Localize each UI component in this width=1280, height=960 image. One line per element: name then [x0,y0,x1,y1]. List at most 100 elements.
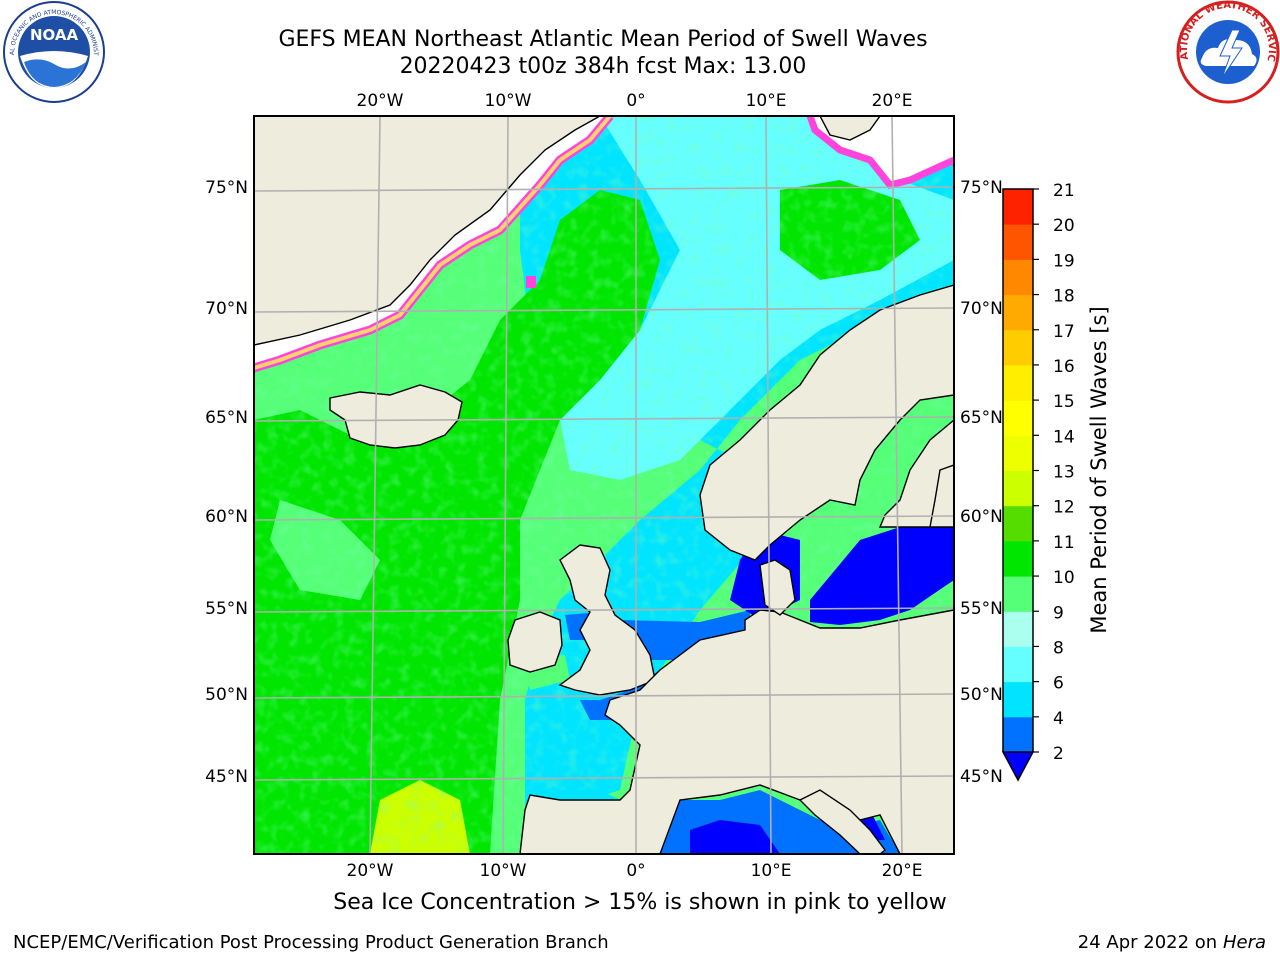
iceland [329,384,463,449]
longitude-label: 20°W [347,861,394,881]
colorbar-segment [1003,364,1033,401]
noaa-logo-text: NOAA [30,26,79,44]
parallel-line [254,416,954,422]
sea-ice-fleck [526,276,536,288]
footer-machine: Hera [1222,932,1266,953]
parallel-line [254,186,954,192]
longitude-label: 10°E [746,91,787,111]
map-frame [253,115,955,855]
nws-logo: NATIONAL WEATHER SERVICE [1176,0,1280,104]
longitude-label: 10°E [751,861,792,881]
great-britain [558,544,656,696]
colorbar-segment [1003,329,1033,366]
latitude-label: 65°N [205,408,248,428]
colorbar-tick-label: 10 [1053,568,1075,588]
colorbar-tick-label: 6 [1053,674,1064,694]
footer-date-text: 24 Apr 2022 on [1077,932,1223,953]
colorbar-segment [1003,505,1033,542]
colorbar-tick-label: 19 [1053,251,1075,271]
longitude-label: 10°W [480,861,527,881]
colorbar-segment [1003,540,1033,577]
sea-ice-note: Sea Ice Concentration > 15% is shown in … [333,890,947,915]
colorbar: 2 4 6 8 9 10 11 12 13 14 15 16 17 18 19 20 21 [1001,181,1075,782]
colorbar-segment [1003,470,1033,507]
longitude-label: 20°E [882,861,923,881]
parallel-line [254,307,954,313]
colorbar-tick-label: 2 [1053,744,1064,764]
latitude-label: 70°N [205,299,248,319]
colorbar-segment [1003,294,1033,331]
longitude-label: 20°E [872,91,913,111]
italy [798,789,886,854]
parallel-line [254,693,954,699]
latitude-label: 70°N [960,299,1003,319]
colorbar-under-triangle [1001,751,1035,782]
latitude-label: 45°N [205,767,248,787]
longitude-labels-top: 20°W 10°W 0° 10°E 20°E [357,91,913,111]
colorbar-tick-label: 12 [1053,498,1075,518]
colorbar-tick-label: 17 [1053,322,1075,342]
latitude-label: 75°N [205,178,248,198]
ireland [507,611,563,673]
meridian-line [891,116,903,854]
colorbar-segment [1003,259,1033,296]
colorbar-tick-label: 13 [1053,463,1075,483]
latitude-label: 75°N [960,178,1003,198]
longitude-label: 20°W [357,91,404,111]
colorbar-segment [1003,716,1033,753]
chart-subtitle: 20220423 t00z 384h fcst Max: 13.00 [399,54,807,79]
meridian-line [502,116,509,854]
latitude-label: 50°N [205,685,248,705]
meridian-line [765,116,772,854]
sea-ice-edge-inner [254,116,612,370]
colorbar-tick-label: 21 [1053,181,1075,201]
svalbard [819,116,881,141]
colorbar-segment [1003,400,1033,436]
footer-credit: NCEP/EMC/Verification Post Processing Pr… [13,932,609,953]
latitude-label: 50°N [960,685,1003,705]
colorbar-tick-label: 15 [1053,392,1075,412]
colorbar-label: Mean Period of Swell Waves [s] [1087,306,1111,633]
latitude-labels-left: 75°N 70°N 65°N 60°N 55°N 50°N 45°N [205,178,248,787]
footer-date: 24 Apr 2022 on Hera [1078,932,1266,953]
colorbar-tick-label: 4 [1053,709,1064,729]
colorbar-segment [1003,435,1033,471]
colorbar-tick-label: 11 [1053,533,1075,553]
latitude-label: 45°N [960,767,1003,787]
latitude-label: 55°N [960,599,1003,619]
meridian-line [369,116,381,854]
noaa-logo: NOAA NATIONAL OCEANIC AND ATMOSPHERIC AD… [0,0,105,103]
longitude-label: 10°W [485,91,532,111]
latitude-labels-right: 75°N 70°N 65°N 60°N 55°N 50°N 45°N [960,178,1003,787]
colorbar-segment [1003,681,1033,718]
parallel-line [254,515,954,521]
latitude-label: 55°N [205,599,248,619]
chart-title: GEFS MEAN Northeast Atlantic Mean Period… [278,27,928,52]
finland-russia [929,464,954,528]
colorbar-tick-label: 9 [1053,603,1064,623]
longitude-labels-bottom: 20°W 10°W 0° 10°E 20°E [347,861,923,881]
landmasses [254,116,954,854]
swell-baltic-main [810,527,954,625]
sea-ice-svalbard-edge [806,116,954,189]
latitude-label: 60°N [205,507,248,527]
colorbar-tick-label: 16 [1053,357,1075,377]
colorbar-tick-label: 20 [1053,216,1075,236]
colorbar-segment [1003,646,1033,683]
colorbar-segment [1003,224,1033,260]
colorbar-segment [1003,576,1033,612]
graticule [254,116,954,854]
latitude-label: 60°N [960,507,1003,527]
colorbar-tick-label: 8 [1053,638,1064,658]
greenland [254,116,602,346]
scandinavia [699,284,954,561]
longitude-label: 0° [626,861,645,881]
map-area [254,116,954,854]
colorbar-segment [1003,611,1033,647]
parallel-line [254,607,954,613]
latitude-label: 65°N [960,408,1003,428]
colorbar-tick-label: 14 [1053,427,1075,447]
colorbar-tick-label: 18 [1053,287,1075,307]
parallel-line [254,775,954,781]
